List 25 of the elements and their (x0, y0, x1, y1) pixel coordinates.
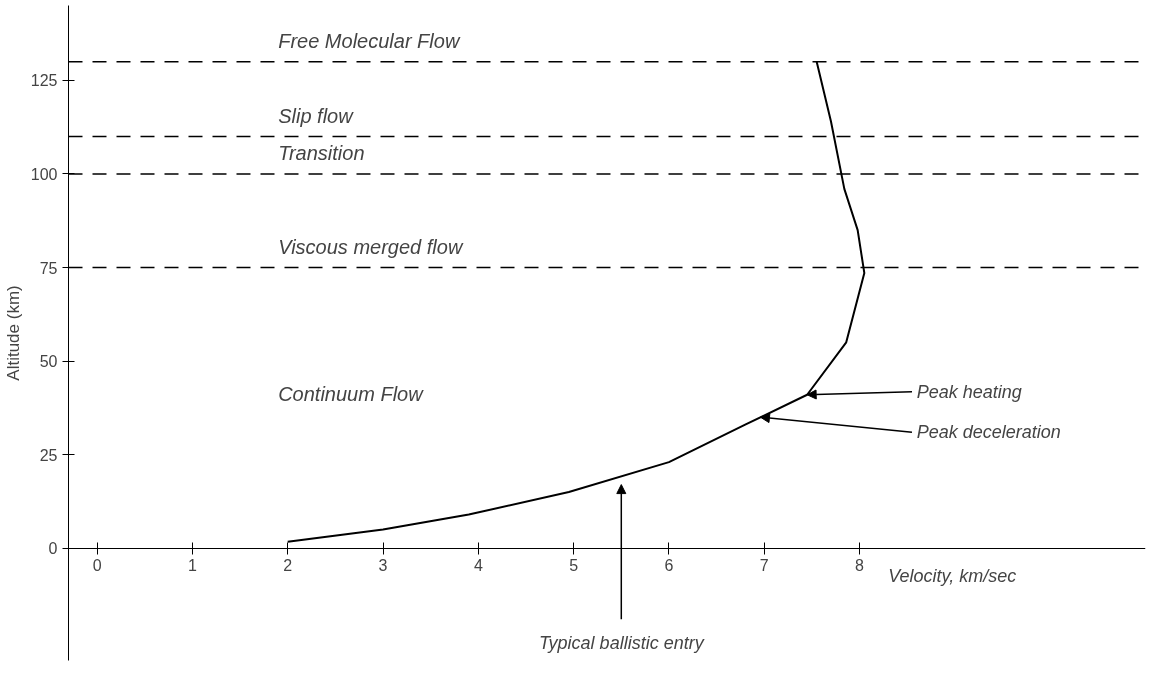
x-tick-label: 3 (378, 557, 388, 575)
x-tick-label: 7 (759, 557, 769, 575)
ref-line-label: Transition (278, 141, 365, 164)
x-tick-label: 4 (473, 557, 483, 575)
x-tick-label: 5 (569, 557, 579, 575)
x-tick-label: 6 (664, 557, 674, 575)
ref-line-label: Viscous merged flow (278, 235, 464, 258)
annotation: Peak heating (916, 381, 1022, 402)
y-axis-title: Altitude (km) (3, 285, 23, 381)
y-tick-label: 0 (48, 540, 58, 558)
annotation: Continuum Flow (278, 382, 425, 405)
x-axis-title: Velocity, km/sec (888, 566, 1017, 587)
annotation: Typical ballistic entry (538, 633, 705, 654)
y-tick-label: 125 (30, 72, 58, 90)
ref-line-label: Free Molecular Flow (278, 29, 461, 52)
annotation: Peak deceleration (916, 422, 1061, 443)
x-tick-label: 0 (92, 557, 102, 575)
y-tick-label: 50 (39, 353, 58, 371)
y-tick-label: 75 (39, 259, 58, 277)
ref-line-label: Slip flow (278, 104, 355, 127)
y-tick-label: 25 (39, 446, 58, 464)
x-tick-label: 2 (283, 557, 293, 575)
x-tick-label: 1 (187, 557, 197, 575)
y-tick-label: 100 (30, 165, 58, 183)
x-tick-label: 8 (855, 557, 865, 575)
